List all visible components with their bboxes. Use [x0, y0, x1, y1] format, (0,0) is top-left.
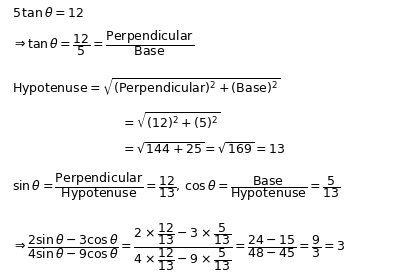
Text: $\Rightarrow \dfrac{2\mathrm{sin}\,\theta - 3\mathrm{cos}\,\theta}{4\mathrm{sin}: $\Rightarrow \dfrac{2\mathrm{sin}\,\thet…: [12, 221, 345, 273]
Text: $\mathrm{Hypotenuse} = \sqrt{(\mathrm{Perpendicular})^2 + (\mathrm{Base})^2}$: $\mathrm{Hypotenuse} = \sqrt{(\mathrm{Pe…: [12, 77, 281, 99]
Text: $= \sqrt{144 + 25} = \sqrt{169} = 13$: $= \sqrt{144 + 25} = \sqrt{169} = 13$: [121, 142, 285, 157]
Text: $5\,\mathrm{tan}\,\theta = 12$: $5\,\mathrm{tan}\,\theta = 12$: [12, 6, 84, 20]
Text: $\mathrm{sin}\,\theta = \dfrac{\mathrm{Perpendicular}}{\mathrm{Hypotenuse}} = \d: $\mathrm{sin}\,\theta = \dfrac{\mathrm{P…: [12, 170, 340, 203]
Text: $\Rightarrow \mathrm{tan}\,\theta = \dfrac{12}{5} = \dfrac{\mathrm{Perpendicular: $\Rightarrow \mathrm{tan}\,\theta = \dfr…: [12, 28, 194, 58]
Text: $= \sqrt{(12)^2 + (5)^2}$: $= \sqrt{(12)^2 + (5)^2}$: [121, 111, 220, 132]
